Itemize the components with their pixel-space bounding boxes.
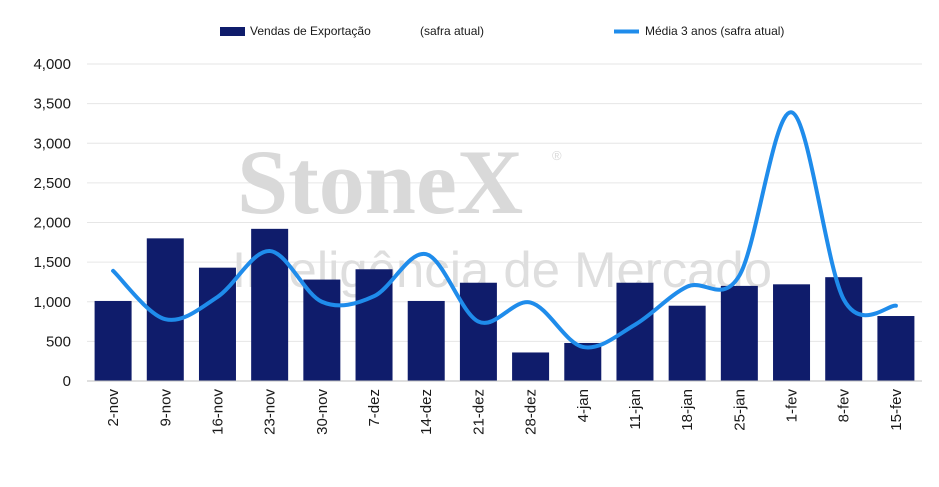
x-tick-label: 1-fev: [784, 389, 801, 423]
y-tick-label: 1,000: [33, 294, 71, 311]
bar: [407, 300, 445, 381]
legend-label-extra: (safra atual): [420, 24, 484, 38]
x-tick-label: 4-jan: [575, 389, 592, 422]
y-tick-label: 3,500: [33, 96, 71, 113]
y-tick-label: 1,500: [33, 254, 71, 271]
bar: [773, 284, 811, 381]
y-tick-label: 500: [46, 333, 71, 350]
x-tick-label: 15-fev: [888, 389, 905, 431]
x-tick-label: 9-nov: [157, 389, 174, 427]
y-axis-ticks: 0 500 1,000 1,500 2,000 2,500 3,000 3,500 4,000: [33, 56, 71, 390]
x-tick-label: 2-nov: [105, 389, 122, 427]
x-tick-label: 8-fev: [836, 389, 853, 423]
x-tick-label: 30-nov: [314, 389, 331, 435]
bar: [512, 352, 550, 381]
legend: Vendas de Exportação (safra atual) Média…: [220, 24, 784, 38]
bar: [564, 342, 602, 381]
x-tick-label: 23-nov: [262, 389, 279, 435]
y-tick-label: 2,500: [33, 175, 71, 192]
legend-label-line: Média 3 anos (safra atual): [645, 24, 784, 38]
line-series-path: [111, 110, 898, 350]
watermark: StoneX ® Inteligência de Mercado: [232, 131, 772, 298]
watermark-registered: ®: [552, 148, 562, 163]
bar: [459, 282, 497, 381]
bar: [877, 316, 915, 381]
y-tick-label: 4,000: [33, 56, 71, 73]
x-tick-label: 16-nov: [209, 389, 226, 435]
bar: [720, 285, 758, 381]
x-tick-label: 28-dez: [523, 389, 540, 435]
bar: [668, 305, 706, 381]
bar: [303, 279, 341, 381]
x-axis-ticks: 2-nov 9-nov 16-nov 23-nov 30-nov 7-dez 14-dez 2…: [105, 389, 905, 435]
legend-label-bar: Vendas de Exportação: [250, 24, 371, 38]
bar: [94, 300, 132, 381]
x-tick-label: 7-dez: [366, 389, 383, 427]
bar: [146, 238, 184, 381]
bar: [825, 277, 863, 381]
y-tick-label: 3,000: [33, 135, 71, 152]
x-tick-label: 25-jan: [731, 389, 748, 431]
x-tick-label: 18-jan: [679, 389, 696, 431]
x-tick-label: 21-dez: [470, 389, 487, 435]
y-tick-label: 0: [63, 373, 71, 390]
legend-swatch-bar: [220, 27, 245, 36]
y-tick-label: 2,000: [33, 215, 71, 232]
x-tick-label: 14-dez: [418, 389, 435, 435]
x-tick-label: 11-jan: [627, 389, 644, 430]
watermark-brand: StoneX: [237, 131, 523, 233]
bar-series: [94, 228, 915, 381]
line-series: [111, 110, 898, 350]
